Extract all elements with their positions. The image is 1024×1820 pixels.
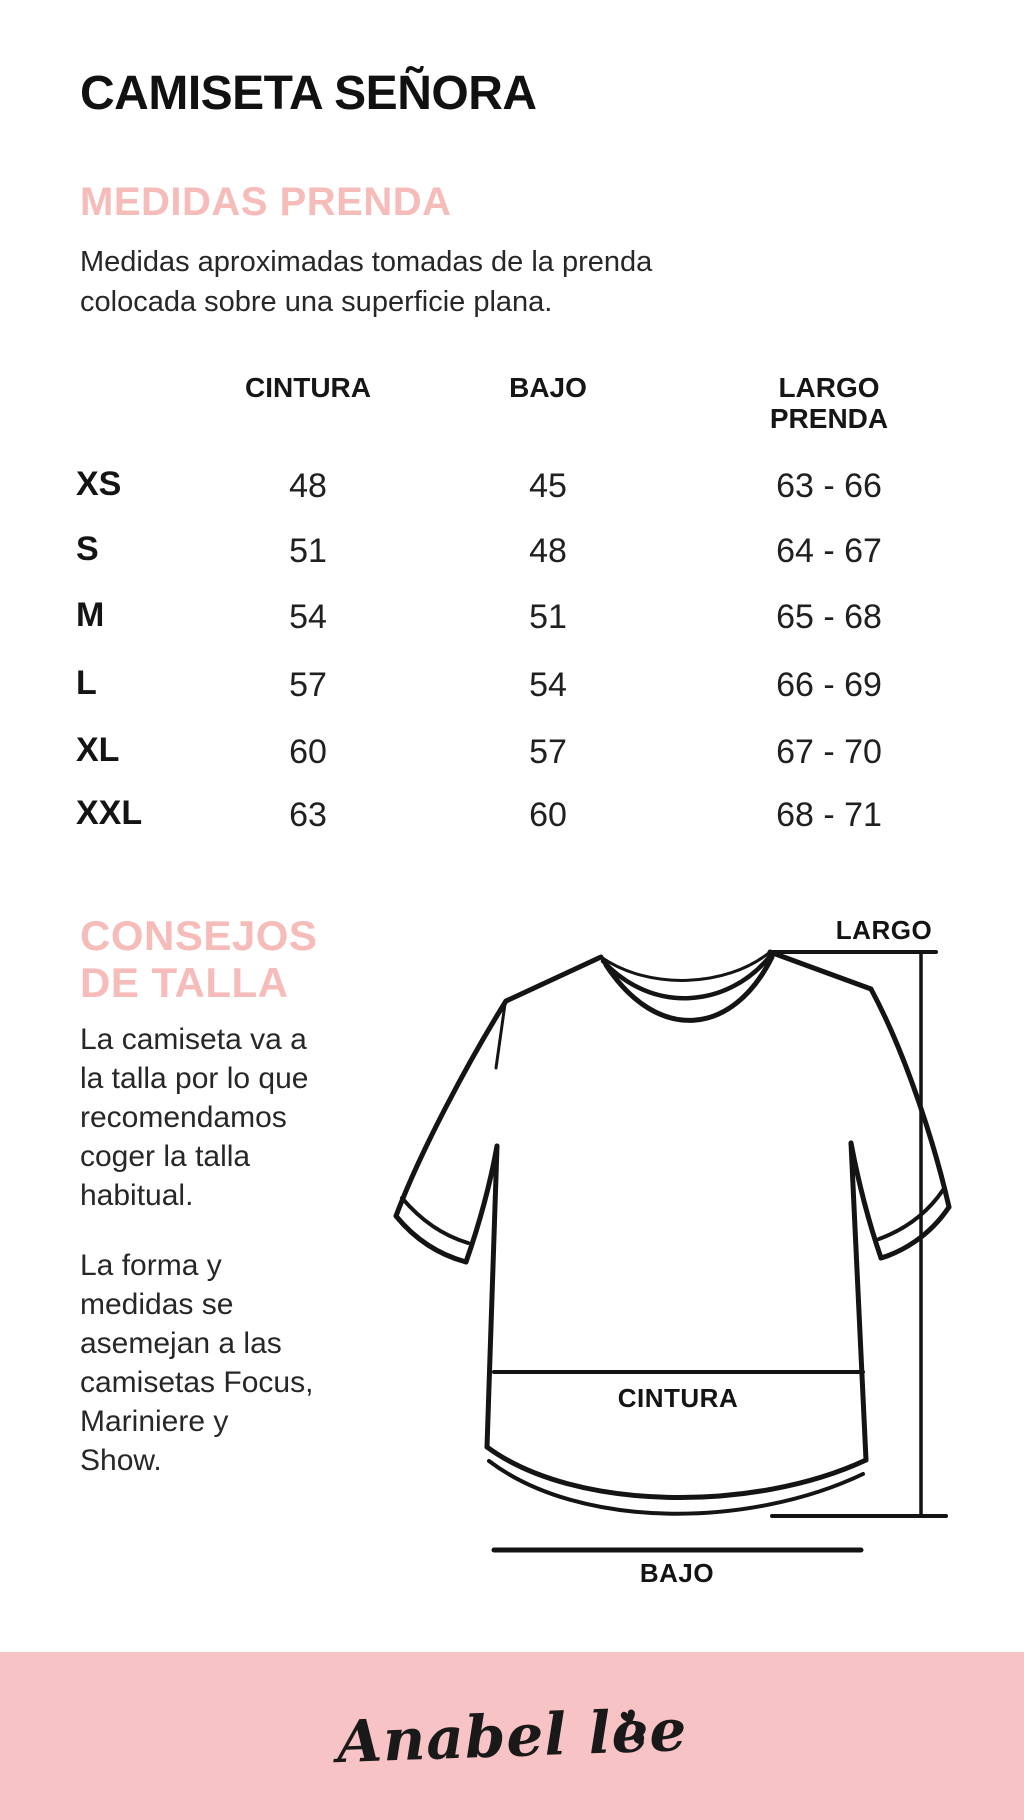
bajo-value: 57 xyxy=(529,733,567,771)
left-sleeve xyxy=(393,954,604,1265)
size-label: M xyxy=(76,596,105,634)
cintura-value: 48 xyxy=(289,467,327,505)
collar xyxy=(599,950,775,1023)
consejos-de-talla-heading: CONSEJOS DE TALLA xyxy=(80,912,318,1006)
cintura-value: 51 xyxy=(289,532,327,570)
cintura-value: 54 xyxy=(289,598,327,636)
size-label: XL xyxy=(76,731,120,769)
bajo-value: 54 xyxy=(529,666,567,704)
largo-label: LARGO xyxy=(835,915,933,945)
bajo-label: BAJO xyxy=(639,1558,715,1588)
cintura-value: 63 xyxy=(289,796,327,834)
column-header-cintura: CINTURA xyxy=(245,372,371,403)
largo-prenda-value: 64 - 67 xyxy=(776,532,882,570)
consejos-paragraph-1: La camiseta va a la talla por lo que rec… xyxy=(80,1023,309,1212)
page-title: CAMISETA SEÑORA xyxy=(80,67,537,120)
largo-prenda-value: 65 - 68 xyxy=(776,598,882,636)
consejos-paragraph-2: La forma y medidas se asemejan a las cam… xyxy=(80,1249,314,1477)
largo-measure-line xyxy=(768,950,948,1518)
size-label: XS xyxy=(76,465,122,503)
bajo-value: 45 xyxy=(529,467,567,505)
bajo-value: 60 xyxy=(529,796,567,834)
cintura-label: CINTURA xyxy=(617,1383,739,1413)
size-label: S xyxy=(76,530,99,568)
anabel-lee-logo: Anabel lee xyxy=(0,1652,1024,1820)
largo-prenda-value: 67 - 70 xyxy=(776,733,882,771)
largo-prenda-value: 66 - 69 xyxy=(776,666,882,704)
bajo-value: 51 xyxy=(529,598,567,636)
cintura-value: 57 xyxy=(289,666,327,704)
size-label: XXL xyxy=(76,794,143,832)
medidas-prenda-heading: MEDIDAS PRENDA xyxy=(80,180,452,224)
largo-prenda-value: 68 - 71 xyxy=(776,796,882,834)
torso-outline xyxy=(484,1140,869,1516)
footer-band: Anabel lee xyxy=(0,1652,1024,1820)
largo-prenda-value: 63 - 66 xyxy=(776,467,882,505)
medidas-description: Medidas aproximadas tomadas de la prenda… xyxy=(80,246,653,318)
column-header-bajo: BAJO xyxy=(509,372,587,403)
cintura-value: 60 xyxy=(289,733,327,771)
size-label: L xyxy=(76,664,97,702)
bajo-value: 48 xyxy=(529,532,567,570)
column-header-largo-prenda: LARGO PRENDA xyxy=(769,372,889,434)
